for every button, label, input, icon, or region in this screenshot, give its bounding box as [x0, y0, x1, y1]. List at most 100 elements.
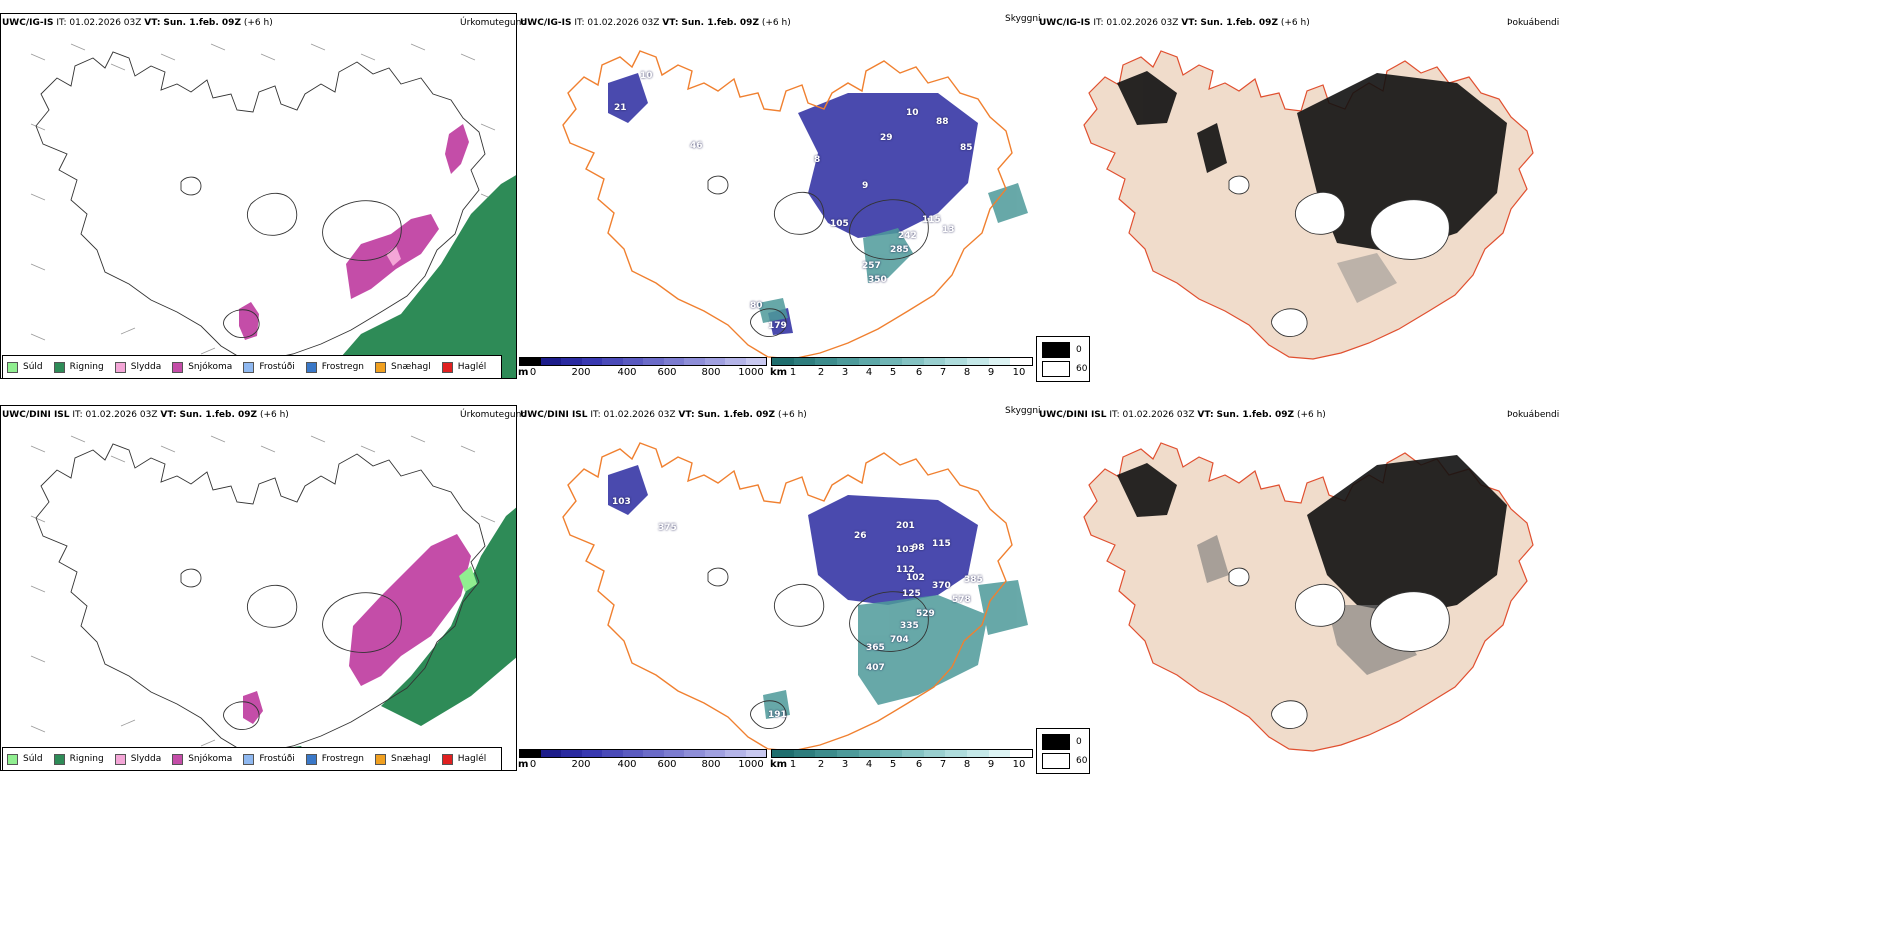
visibility-unit: km: [770, 759, 788, 770]
visibility-tick: 5: [889, 759, 897, 770]
visibility-colorbar-bottom: km 1 2 3 4 5 6 7 8 9 10: [770, 749, 1033, 770]
visibility-tick: 8: [963, 759, 971, 770]
visibility-tick: 5: [889, 367, 897, 378]
legend-item-haglel: Haglél: [441, 361, 486, 373]
fog-index-panel-top: [1037, 13, 1554, 379]
visibility-map-bottom: [562, 442, 1028, 752]
visibility-tick: 2: [817, 759, 825, 770]
visibility-unit: km: [770, 367, 788, 378]
cloud-label: 115: [932, 539, 951, 549]
visibility-tick: 2: [817, 367, 825, 378]
header-top-right: UWC/IG-IS IT: 01.02.2026 03Z VT: Sun. 1.…: [1039, 18, 1310, 28]
ceiling-bar-top: [519, 357, 767, 366]
cloud-ceiling-areas: [608, 73, 978, 335]
visibility-tick: 10: [1012, 759, 1026, 770]
header-top-middle: UWC/IG-IS IT: 01.02.2026 03Z VT: Sun. 1.…: [520, 18, 791, 28]
fog-legend-top: 0 60: [1036, 336, 1090, 382]
precip-snow: [243, 534, 471, 724]
visibility-areas: [758, 183, 1028, 323]
fog-legend-high: 0: [1042, 342, 1082, 358]
ceiling-unit: m: [518, 759, 529, 770]
legend-item-frostregn: Frostregn: [305, 753, 364, 765]
panel-title-visibility-top: Skyggni: [1005, 14, 1041, 24]
cloud-label: 102: [906, 573, 925, 583]
cloud-ceiling-areas: [608, 465, 978, 605]
cloud-label: 85: [960, 143, 973, 153]
cloud-label: 21: [614, 103, 627, 113]
ceiling-tick: 800: [701, 759, 721, 770]
ceiling-tick: 1000: [738, 367, 764, 378]
legend-item-snaehagl: Snæhagl: [375, 753, 431, 765]
cloud-label: 8: [814, 155, 821, 165]
legend-item-rigning: Rigning: [53, 361, 104, 373]
cloud-label: 98: [912, 543, 925, 553]
cloud-label: 578: [952, 595, 971, 605]
visibility-tick: 3: [841, 759, 849, 770]
ceiling-tick: 200: [571, 759, 591, 770]
visibility-tick: 7: [939, 759, 947, 770]
ceiling-unit: m: [518, 367, 529, 378]
visibility-tick: 7: [939, 367, 947, 378]
panel-title-fog-top: Þokuábendi: [1507, 18, 1560, 28]
legend-item-sudd: Súld: [7, 361, 43, 373]
ceiling-tick: 600: [657, 367, 677, 378]
cloud-label: 201: [896, 521, 915, 531]
legend-item-frostudi: Frostúði: [243, 753, 295, 765]
legend-item-slydda: Slydda: [114, 753, 161, 765]
legend-item-slydda: Slydda: [114, 361, 161, 373]
cloud-label: 285: [890, 245, 909, 255]
legend-item-snjokoma: Snjókoma: [172, 361, 232, 373]
panel-title-fog-bottom: Þokuábendi: [1507, 410, 1560, 420]
cloud-label: 13: [942, 225, 955, 235]
visibility-tick: 4: [865, 367, 873, 378]
cloud-label: 112: [896, 565, 915, 575]
panel-title-precip-bottom: Úrkomutegund: [460, 410, 528, 420]
visibility-panel-bottom: 103 375 26 201 98 115 103 112 102 370 38…: [518, 405, 1035, 771]
visibility-bar-top: [771, 357, 1033, 366]
cloud-label: 704: [890, 635, 909, 645]
ceiling-tick: 400: [617, 759, 637, 770]
cloud-label: 103: [896, 545, 915, 555]
legend-item-rigning: Rigning: [53, 753, 104, 765]
ceiling-tick: 1000: [738, 759, 764, 770]
legend-item-snjokoma: Snjókoma: [172, 753, 232, 765]
cloud-label: 10: [906, 108, 919, 118]
precip-sleet: [386, 246, 401, 266]
cloud-label: 242: [898, 231, 917, 241]
cloud-label: 385: [964, 575, 983, 585]
ceiling-tick: 0: [529, 367, 537, 378]
visibility-ticks-top: km 1 2 3 4 5 6 7 8 9 10: [770, 366, 1033, 378]
visibility-tick: 6: [915, 759, 923, 770]
precip-type-panel-top: [0, 13, 517, 379]
precip-drizzle: [459, 566, 477, 592]
ceiling-tick: 600: [657, 759, 677, 770]
legend-item-sudd: Súld: [7, 753, 43, 765]
ceiling-tick: 400: [617, 367, 637, 378]
cloud-label: 80: [750, 301, 763, 311]
legend-item-frostregn: Frostregn: [305, 361, 364, 373]
visibility-areas: [763, 580, 1028, 719]
visibility-panel-top: 21 10 46 10 8 29 88 85 9 115 105 242 285…: [518, 13, 1035, 379]
cloud-label: 350: [868, 275, 887, 285]
legend-item-frostudi: Frostúði: [243, 361, 295, 373]
header-bottom-middle: UWC/DINI ISL IT: 01.02.2026 03Z VT: Sun.…: [520, 410, 807, 420]
precip-type-map-top: [30, 43, 516, 378]
ceiling-colorbar-top: m 0 200 400 600 800 1000: [518, 357, 767, 378]
precip-type-map-bottom: [30, 435, 516, 770]
visibility-tick: 10: [1012, 367, 1026, 378]
ceiling-bar-bottom: [519, 749, 767, 758]
precip-type-panel-bottom: [0, 405, 517, 771]
cloud-label: 105: [830, 219, 849, 229]
ceiling-ticks-top: m 0 200 400 600 800 1000: [518, 366, 767, 378]
cloud-label: 407: [866, 663, 885, 673]
fog-index-panel-bottom: [1037, 405, 1554, 771]
ceiling-tick: 200: [571, 367, 591, 378]
visibility-colorbar-top: km 1 2 3 4 5 6 7 8 9 10: [770, 357, 1033, 378]
legend-item-haglel: Haglél: [441, 753, 486, 765]
visibility-tick: 1: [789, 367, 797, 378]
fog-legend-low: 60: [1042, 753, 1087, 769]
precip-legend-bottom: Súld Rigning Slydda Snjókoma Frostúði Fr…: [2, 747, 503, 771]
ceiling-tick: 800: [701, 367, 721, 378]
fog-legend-low: 60: [1042, 361, 1087, 377]
cloud-label: 46: [690, 141, 703, 151]
